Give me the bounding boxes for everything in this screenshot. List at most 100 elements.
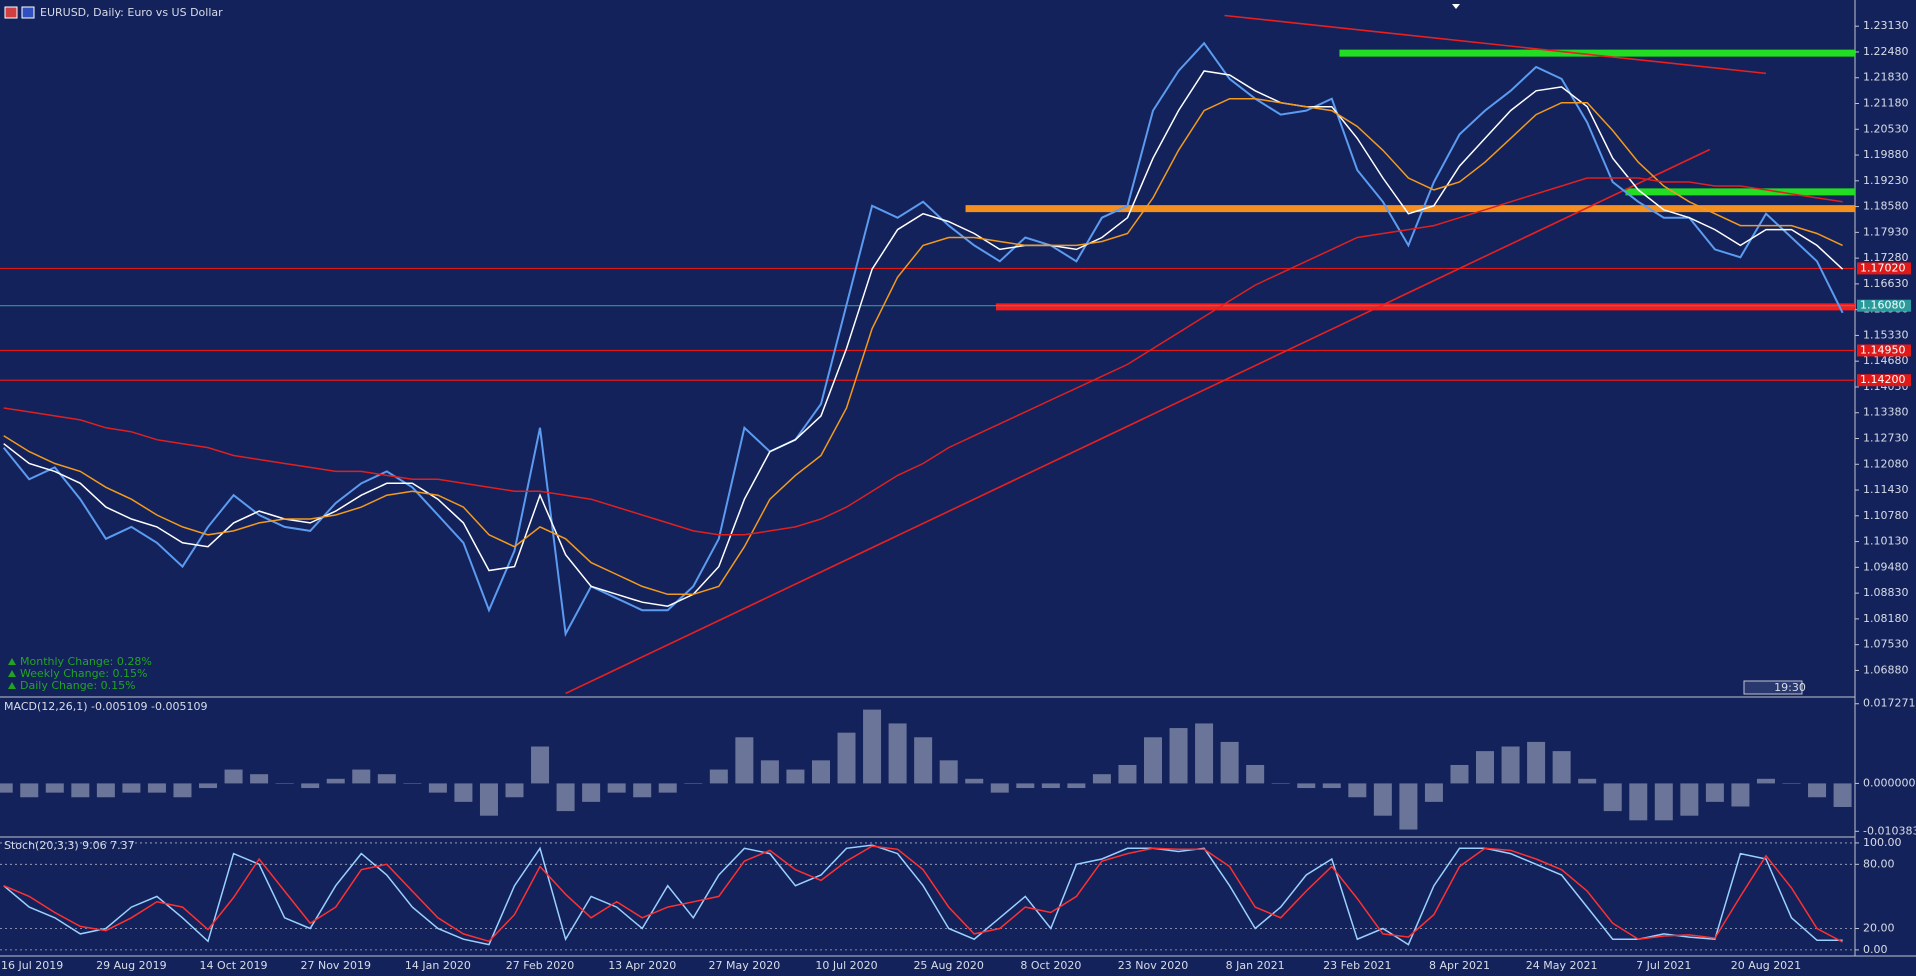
histogram-bar [1169, 728, 1188, 784]
series-line [3, 844, 1843, 946]
trend-line [565, 148, 1711, 695]
histogram-bar [1399, 783, 1418, 830]
histogram-bar [96, 783, 115, 798]
up-arrow [8, 682, 16, 689]
histogram-bar [633, 783, 652, 798]
x-tick-label: 27 Nov 2019 [300, 959, 370, 972]
x-tick-label: 7 Jul 2021 [1636, 959, 1691, 972]
y-tick-label: 1.14680 [1863, 354, 1909, 367]
y-tick-label: 1.07530 [1863, 638, 1909, 651]
histogram-bar [45, 783, 64, 793]
histogram-bar [582, 783, 601, 802]
histogram-bar [658, 783, 677, 793]
x-tick-label: 13 Apr 2020 [608, 959, 676, 972]
histogram-bar [990, 783, 1009, 793]
series-line [3, 177, 1843, 536]
histogram-bar [1552, 751, 1571, 784]
y-tick-label: 0.00 [1863, 943, 1888, 956]
y-tick-label: 80.00 [1863, 857, 1895, 870]
x-tick-label: 14 Oct 2019 [200, 959, 268, 972]
histogram-bar [173, 783, 192, 798]
level-label: 1.14200 [1857, 373, 1911, 387]
histogram-bar [199, 783, 218, 789]
histogram-bar [760, 760, 779, 784]
y-tick-label: 100.00 [1863, 836, 1902, 849]
y-tick-label: 1.11430 [1863, 483, 1909, 496]
x-tick-label: 20 Aug 2021 [1731, 959, 1801, 972]
trend-line [1224, 14, 1767, 75]
histogram-bar [1782, 783, 1801, 784]
histogram-bar [1629, 783, 1648, 821]
y-tick-label: 0.017271 [1863, 697, 1916, 710]
histogram-bar [1271, 783, 1290, 784]
plot-area [0, 842, 1855, 951]
y-tick-label: 1.20530 [1863, 122, 1909, 135]
clock: 19:30 [1774, 681, 1806, 694]
histogram-bar [1246, 764, 1265, 784]
x-tick-label: 16 Jul 2019 [1, 959, 63, 972]
histogram-bar [403, 783, 422, 784]
level-label: 1.16080 [1857, 299, 1911, 312]
y-tick-label: 1.21180 [1863, 97, 1909, 110]
histogram-bar [1348, 783, 1367, 798]
y-tick-label: 1.10130 [1863, 535, 1909, 548]
histogram-bar [786, 769, 805, 784]
level-label: 1.14950 [1857, 343, 1911, 357]
x-tick-label: 23 Nov 2020 [1118, 959, 1188, 972]
histogram-bar [1731, 783, 1750, 807]
symbol-icon [21, 6, 35, 19]
level-text: 1.17020 [1860, 261, 1906, 274]
series-line [3, 97, 1843, 596]
level-box [1857, 262, 1911, 275]
y-tick-label: 1.22480 [1863, 45, 1909, 58]
y-tick-label: 1.08830 [1863, 586, 1909, 599]
histogram-bar [1450, 764, 1469, 784]
histogram-bar [1705, 783, 1724, 802]
x-tick-label: 27 May 2020 [708, 959, 780, 972]
y-tick-label: 1.17930 [1863, 225, 1909, 238]
y-tick-label: 20.00 [1863, 922, 1895, 935]
x-tick-label: 10 Jul 2020 [815, 959, 877, 972]
histogram-bar [1297, 783, 1316, 789]
histogram-bar [1041, 783, 1060, 789]
histogram-bar [479, 783, 498, 816]
histogram-bar [428, 783, 447, 793]
y-tick-label: 1.19230 [1863, 174, 1909, 187]
series-line [2, 41, 1844, 638]
histogram-bar [20, 783, 39, 798]
info-note: Monthly Change: 0.28% [20, 655, 152, 668]
histogram-bar [147, 783, 166, 793]
plot-area [0, 14, 1855, 695]
histogram-bar [531, 746, 550, 784]
histogram-bar [1603, 783, 1622, 812]
histogram-bar [914, 737, 933, 784]
histogram-bar [1808, 783, 1827, 798]
series-line [3, 845, 1843, 943]
up-arrow [8, 670, 16, 677]
y-tick-label: 1.09480 [1863, 560, 1909, 573]
histogram-bar [1756, 778, 1775, 784]
x-tick-label: 27 Feb 2020 [506, 959, 574, 972]
histogram-bar [1373, 783, 1392, 816]
histogram-bar [556, 783, 575, 812]
histogram-bar [1220, 741, 1239, 784]
histogram-bar [684, 783, 703, 784]
shift-marker [1452, 4, 1460, 9]
info-note: Weekly Change: 0.15% [20, 667, 147, 680]
histogram-bar [1195, 723, 1214, 784]
y-tick-label: 1.15330 [1863, 328, 1909, 341]
histogram-bar [1118, 764, 1137, 784]
series-line [3, 70, 1844, 607]
histogram-bar [965, 778, 984, 784]
histogram-bar [888, 723, 907, 784]
y-tick-label: 1.16630 [1863, 277, 1909, 290]
histogram-bar [122, 783, 141, 793]
level-box [1857, 299, 1911, 312]
histogram-bar [301, 783, 320, 789]
histogram-bar [1476, 751, 1495, 784]
histogram-bar [0, 783, 13, 793]
y-tick-label: 1.18580 [1863, 200, 1909, 213]
macd-title: MACD(12,26,1) -0.005109 -0.005109 [4, 700, 207, 713]
